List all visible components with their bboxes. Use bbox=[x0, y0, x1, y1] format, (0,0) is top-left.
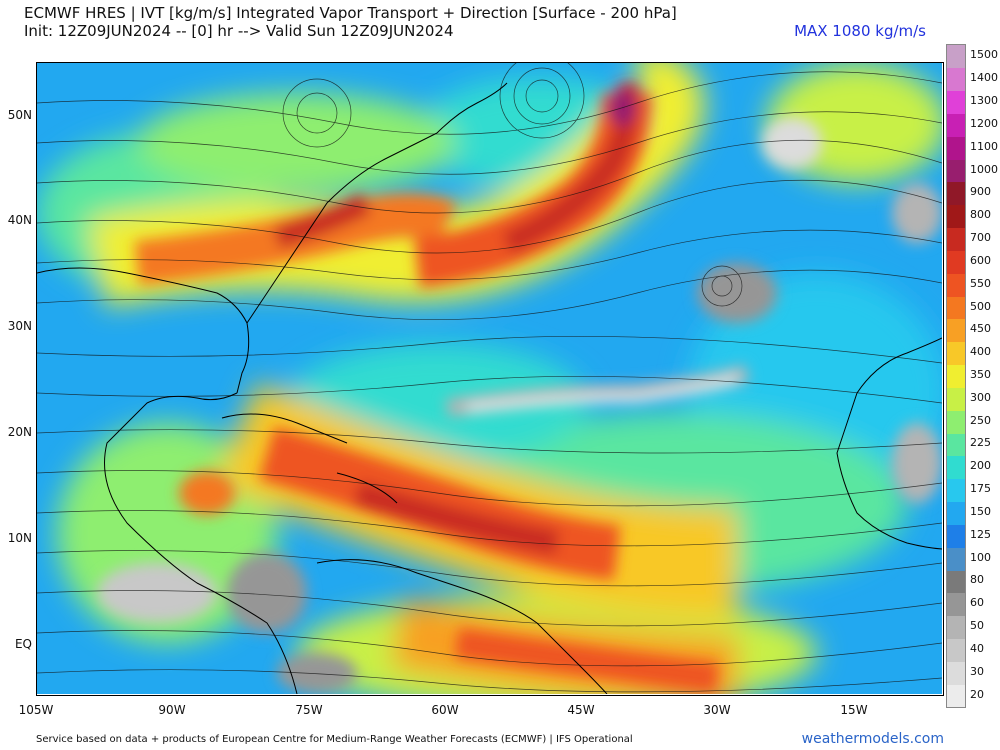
colorbar-level-label: 500 bbox=[970, 299, 991, 313]
colorbar-level-label: 700 bbox=[970, 231, 991, 245]
lat-label: 10N bbox=[7, 531, 32, 545]
colorbar-segment bbox=[947, 341, 965, 366]
colorbar-segment bbox=[947, 113, 965, 137]
colorbar-level-label: 60 bbox=[970, 596, 984, 610]
lon-label: 30W bbox=[703, 703, 731, 717]
lon-label: 15W bbox=[840, 703, 868, 717]
colorbar-segment bbox=[947, 387, 965, 411]
colorbar-level-label: 250 bbox=[970, 413, 991, 427]
colorbar-segment bbox=[947, 273, 965, 297]
colorbar-level-label: 800 bbox=[970, 208, 991, 222]
colorbar-segment bbox=[947, 67, 965, 92]
colorbar bbox=[946, 44, 966, 708]
colorbar-level-label: 550 bbox=[970, 276, 991, 290]
colorbar-segment bbox=[947, 684, 965, 708]
colorbar-segment bbox=[947, 410, 965, 434]
colorbar-segment bbox=[947, 364, 965, 388]
colorbar-segment bbox=[947, 615, 965, 639]
max-value-label: MAX 1080 kg/m/s bbox=[794, 22, 926, 40]
colorbar-level-label: 1300 bbox=[970, 94, 998, 108]
colorbar-level-label: 1100 bbox=[970, 139, 998, 153]
lat-label: 30N bbox=[7, 319, 32, 333]
colorbar-segment bbox=[947, 136, 965, 160]
colorbar-segment bbox=[947, 318, 965, 343]
colorbar-segment bbox=[947, 501, 965, 525]
colorbar-segment bbox=[947, 661, 965, 685]
colorbar-segment bbox=[947, 45, 965, 69]
lat-label: 40N bbox=[7, 213, 32, 227]
ivt-map bbox=[36, 62, 944, 696]
colorbar-segment bbox=[947, 478, 965, 503]
colorbar-segment bbox=[947, 250, 965, 274]
colorbar-level-label: 600 bbox=[970, 253, 991, 267]
colorbar-segment bbox=[947, 181, 965, 206]
low-ivt-areas bbox=[97, 117, 942, 693]
lat-label: 20N bbox=[7, 425, 32, 439]
colorbar-level-label: 125 bbox=[970, 527, 991, 541]
colorbar-level-label: 80 bbox=[970, 573, 984, 587]
colorbar-level-label: 150 bbox=[970, 504, 991, 518]
lon-label: 105W bbox=[18, 703, 54, 717]
colorbar-level-label: 1500 bbox=[970, 48, 998, 62]
colorbar-level-label: 225 bbox=[970, 436, 991, 450]
colorbar-level-label: 30 bbox=[970, 664, 984, 678]
colorbar-level-label: 50 bbox=[970, 619, 984, 633]
ivt-map-canvas bbox=[37, 63, 942, 694]
lat-label: EQ bbox=[14, 637, 32, 651]
colorbar-level-label: 175 bbox=[970, 482, 991, 496]
colorbar-segment bbox=[947, 159, 965, 183]
colorbar-level-label: 1200 bbox=[970, 116, 998, 130]
lon-label: 45W bbox=[567, 703, 595, 717]
map-subtitle: Init: 12Z09JUN2024 -- [0] hr --> Valid S… bbox=[24, 22, 454, 40]
colorbar-segment bbox=[947, 592, 965, 617]
colorbar-segment bbox=[947, 638, 965, 662]
colorbar-level-label: 450 bbox=[970, 322, 991, 336]
brand-link[interactable]: weathermodels.com bbox=[801, 731, 944, 747]
colorbar-segment bbox=[947, 570, 965, 594]
lon-label: 60W bbox=[431, 703, 459, 717]
colorbar-segment bbox=[947, 227, 965, 251]
colorbar-level-label: 1000 bbox=[970, 162, 998, 176]
lat-label: 50N bbox=[7, 108, 32, 122]
colorbar-level-label: 40 bbox=[970, 641, 984, 655]
lon-label: 75W bbox=[295, 703, 323, 717]
colorbar-level-label: 300 bbox=[970, 390, 991, 404]
lon-label: 90W bbox=[158, 703, 186, 717]
colorbar-level-label: 900 bbox=[970, 185, 991, 199]
colorbar-level-label: 1400 bbox=[970, 71, 998, 85]
colorbar-segment bbox=[947, 204, 965, 229]
colorbar-level-label: 20 bbox=[970, 687, 984, 701]
colorbar-segment bbox=[947, 455, 965, 480]
colorbar-segment bbox=[947, 296, 965, 320]
colorbar-segment bbox=[947, 547, 965, 571]
colorbar-level-label: 100 bbox=[970, 550, 991, 564]
coastlines bbox=[37, 82, 942, 694]
map-title: ECMWF HRES | IVT [kg/m/s] Integrated Vap… bbox=[24, 4, 677, 22]
colorbar-segment bbox=[947, 433, 965, 457]
colorbar-level-label: 400 bbox=[970, 345, 991, 359]
colorbar-level-label: 350 bbox=[970, 368, 991, 381]
colorbar-segment bbox=[947, 90, 965, 114]
footer-credit: Service based on data + products of Euro… bbox=[36, 734, 633, 745]
colorbar-segment bbox=[947, 524, 965, 548]
colorbar-level-label: 200 bbox=[970, 459, 991, 473]
